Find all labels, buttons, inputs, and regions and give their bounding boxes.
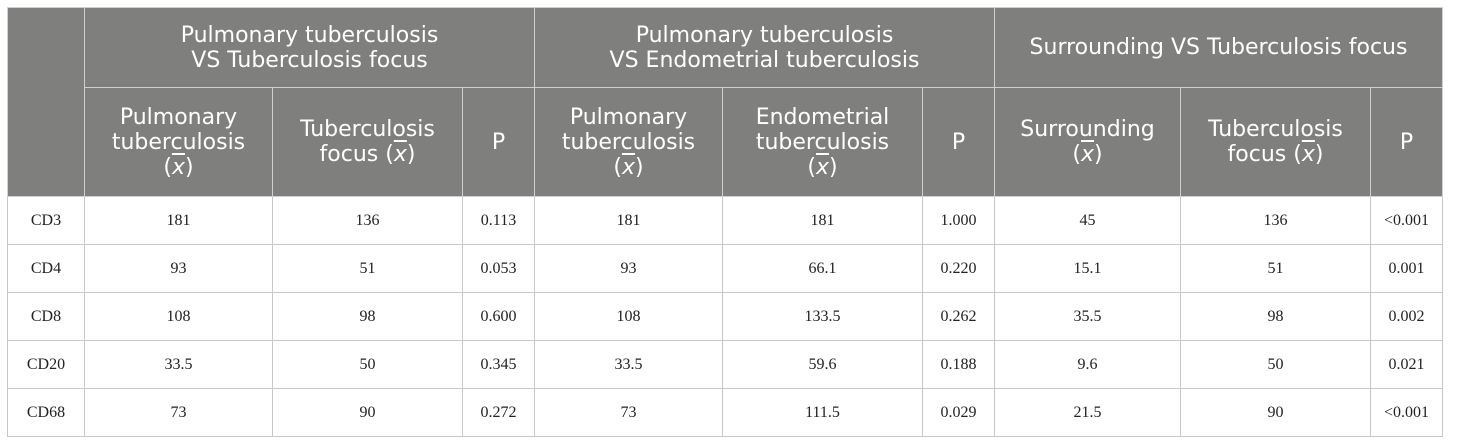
group-header-line: Pulmonary tuberculosis bbox=[180, 22, 439, 48]
table-cell: 66.1 bbox=[722, 244, 923, 293]
column-header-line: (x) bbox=[1072, 142, 1103, 167]
table-row: CD20 33.5 50 0.345 33.5 59.6 0.188 9.6 5… bbox=[7, 340, 1443, 389]
table-cell: 0.029 bbox=[922, 388, 995, 437]
table-cell: 0.002 bbox=[1370, 292, 1443, 341]
column-header-line: tuberculosis bbox=[561, 129, 696, 155]
table-cell: 108 bbox=[534, 292, 723, 341]
group-header-line: VS Endometrial tuberculosis bbox=[609, 47, 920, 73]
table-cell: 181 bbox=[84, 196, 273, 245]
column-header-line: focus (x) bbox=[1227, 142, 1324, 167]
table-cell: 21.5 bbox=[994, 388, 1181, 437]
group-header: Pulmonary tuberculosis VS Endometrial tu… bbox=[534, 7, 995, 88]
column-header-line: Pulmonary bbox=[119, 104, 238, 130]
table-cell: 136 bbox=[1180, 196, 1371, 245]
column-header-line: (x) bbox=[163, 154, 194, 180]
table-cell: 0.113 bbox=[462, 196, 535, 245]
column-header: Pulmonary tuberculosis (x) bbox=[534, 87, 723, 197]
table-cell: 93 bbox=[84, 244, 273, 293]
group-header-row: Pulmonary tuberculosis VS Tuberculosis f… bbox=[7, 7, 1443, 197]
column-header-line: Endometrial bbox=[755, 104, 890, 130]
table-cell: 111.5 bbox=[722, 388, 923, 437]
corner-header-cell bbox=[7, 7, 85, 197]
row-label-cell: CD3 bbox=[7, 196, 85, 245]
group-header-line: Pulmonary tuberculosis bbox=[635, 22, 894, 48]
table-cell: 9.6 bbox=[994, 340, 1181, 389]
table-row: CD4 93 51 0.053 93 66.1 0.220 15.1 51 0.… bbox=[7, 244, 1443, 293]
table-cell: 50 bbox=[1180, 340, 1371, 389]
group-header-line: VS Tuberculosis focus bbox=[191, 47, 428, 73]
table-cell: <0.001 bbox=[1370, 196, 1443, 245]
column-header-line: P bbox=[491, 129, 506, 155]
group-header-line: Surrounding VS Tuberculosis focus bbox=[1029, 35, 1408, 60]
table-cell: 33.5 bbox=[534, 340, 723, 389]
table-container: Pulmonary tuberculosis VS Tuberculosis f… bbox=[7, 7, 1443, 437]
column-header: P bbox=[462, 87, 535, 197]
column-header-line: focus (x) bbox=[319, 142, 416, 167]
table-cell: 0.262 bbox=[922, 292, 995, 341]
table-row: CD68 73 90 0.272 73 111.5 0.029 21.5 90 … bbox=[7, 388, 1443, 437]
table-cell: 0.053 bbox=[462, 244, 535, 293]
table-cell: <0.001 bbox=[1370, 388, 1443, 437]
table-cell: 33.5 bbox=[84, 340, 273, 389]
table-cell: 90 bbox=[272, 388, 463, 437]
table-cell: 0.600 bbox=[462, 292, 535, 341]
table-cell: 181 bbox=[534, 196, 723, 245]
table-cell: 108 bbox=[84, 292, 273, 341]
table-cell: 50 bbox=[272, 340, 463, 389]
table-cell: 0.021 bbox=[1370, 340, 1443, 389]
table-cell: 73 bbox=[84, 388, 273, 437]
table-cell: 133.5 bbox=[722, 292, 923, 341]
table-cell: 73 bbox=[534, 388, 723, 437]
row-label-cell: CD20 bbox=[7, 340, 85, 389]
column-header: Endometrial tuberculosis (x) bbox=[722, 87, 923, 197]
table-row: CD8 108 98 0.600 108 133.5 0.262 35.5 98… bbox=[7, 292, 1443, 341]
table-cell: 98 bbox=[1180, 292, 1371, 341]
column-header-line: tuberculosis bbox=[755, 129, 890, 155]
row-label-cell: CD68 bbox=[7, 388, 85, 437]
column-header-line: Pulmonary bbox=[569, 104, 688, 130]
table-cell: 93 bbox=[534, 244, 723, 293]
column-header: Tuberculosis focus (x) bbox=[272, 87, 463, 197]
column-header-line: tuberculosis bbox=[111, 129, 246, 155]
column-header-line: Tuberculosis bbox=[300, 117, 435, 142]
column-header-line: (x) bbox=[613, 154, 644, 180]
column-header-line: Tuberculosis bbox=[1208, 117, 1343, 142]
table-cell: 0.220 bbox=[922, 244, 995, 293]
sub-header-row: Pulmonary tuberculosis (x) Tuberculosis … bbox=[8, 87, 1443, 197]
column-header: Tuberculosis focus (x) bbox=[1180, 87, 1371, 197]
column-header: P bbox=[1370, 87, 1443, 197]
table-cell: 0.272 bbox=[462, 388, 535, 437]
column-header-line: P bbox=[1399, 129, 1414, 155]
table-row: CD3 181 136 0.113 181 181 1.000 45 136 <… bbox=[7, 196, 1443, 245]
group-header: Pulmonary tuberculosis VS Tuberculosis f… bbox=[84, 7, 535, 88]
table-cell: 98 bbox=[272, 292, 463, 341]
table-cell: 181 bbox=[722, 196, 923, 245]
table-cell: 0.188 bbox=[922, 340, 995, 389]
column-header: P bbox=[922, 87, 995, 197]
table-cell: 51 bbox=[272, 244, 463, 293]
table-cell: 1.000 bbox=[922, 196, 995, 245]
table-cell: 45 bbox=[994, 196, 1181, 245]
table-cell: 136 bbox=[272, 196, 463, 245]
column-header-line: P bbox=[951, 129, 966, 155]
table-cell: 90 bbox=[1180, 388, 1371, 437]
table-cell: 59.6 bbox=[722, 340, 923, 389]
table-cell: 51 bbox=[1180, 244, 1371, 293]
column-header-line: (x) bbox=[807, 154, 838, 180]
table-cell: 0.345 bbox=[462, 340, 535, 389]
column-header: Surrounding (x) bbox=[994, 87, 1181, 197]
row-label-cell: CD8 bbox=[7, 292, 85, 341]
column-header-line: Surrounding bbox=[1020, 117, 1155, 142]
table-cell: 35.5 bbox=[994, 292, 1181, 341]
table-cell: 15.1 bbox=[994, 244, 1181, 293]
row-label-cell: CD4 bbox=[7, 244, 85, 293]
group-header: Surrounding VS Tuberculosis focus bbox=[994, 7, 1443, 88]
column-header: Pulmonary tuberculosis (x) bbox=[84, 87, 273, 197]
table-cell: 0.001 bbox=[1370, 244, 1443, 293]
data-table: Pulmonary tuberculosis VS Tuberculosis f… bbox=[7, 7, 1443, 437]
